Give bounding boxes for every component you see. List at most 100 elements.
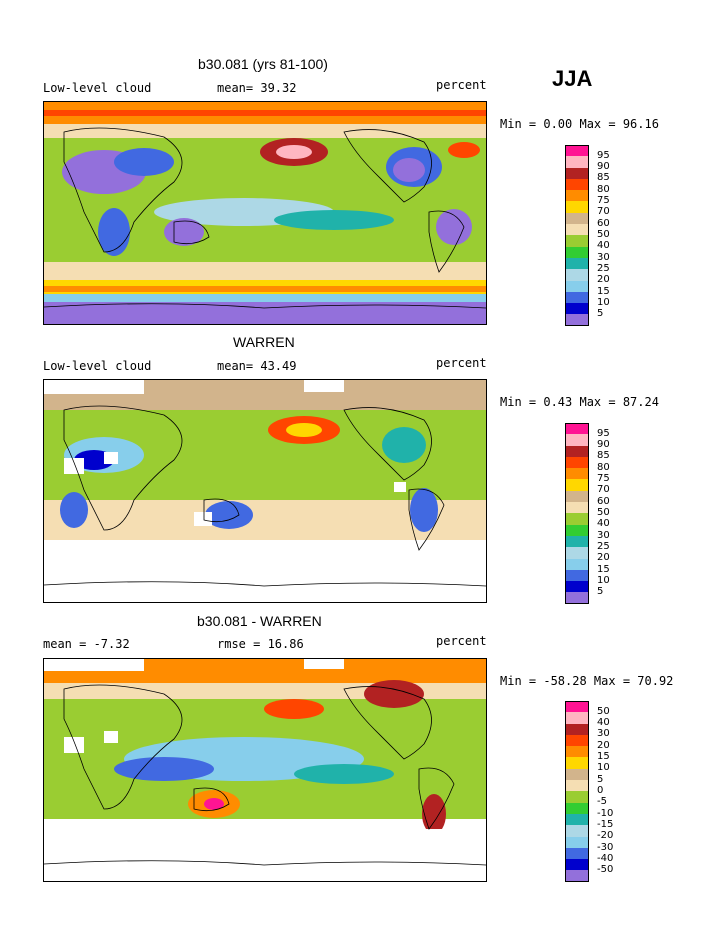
panel1-left-label: Low-level cloud (43, 81, 152, 95)
panel3-tropical-teal (294, 764, 394, 784)
panel3-tick: 30 (597, 728, 610, 739)
panel3-tropical-royal (114, 757, 214, 781)
panel1-map (43, 101, 487, 325)
panel3-swatch (565, 813, 589, 826)
panel1-swatch (565, 314, 589, 326)
panel2-missing-desert (64, 458, 84, 474)
panel2-tick: 50 (597, 507, 610, 518)
panel2-coast-samerica (408, 488, 445, 551)
panel2-swatch (565, 468, 589, 480)
panel1-tick: 15 (597, 286, 610, 297)
panel1-south-orange (44, 286, 486, 292)
panel2-swatch (565, 423, 589, 435)
panel2-minmax: Min = 0.43 Max = 87.24 (500, 395, 659, 409)
season-label: JJA (552, 66, 593, 91)
panel2-swatch (565, 569, 589, 582)
panel2-swatch (565, 524, 589, 536)
panel3-swatch (565, 825, 589, 837)
panel2-tick: 40 (597, 518, 610, 529)
panel1-tick: 5 (597, 308, 604, 319)
panel2-africa-blue (60, 492, 88, 528)
panel2-swatch (565, 547, 589, 559)
panel3-swatch (565, 859, 589, 871)
panel2-swatch (565, 513, 589, 525)
panel1-swatch (565, 246, 589, 258)
panel1-tick: 95 (597, 150, 610, 161)
panel2-missing-desert2 (104, 452, 118, 464)
panel1-swatch (565, 156, 589, 168)
panel2-title: WARREN (233, 334, 295, 350)
panel2-swatch (565, 558, 589, 570)
panel1-swatch (565, 269, 589, 281)
panel3-tick: 15 (597, 751, 610, 762)
panel1-coast-antarctica (43, 303, 487, 309)
panel3-tick: -5 (597, 796, 607, 807)
panel3-coast-samerica (418, 767, 455, 830)
panel3-tick: -15 (597, 819, 614, 830)
panel1-units: percent (436, 78, 487, 92)
panel2-coast-namerica (343, 407, 432, 481)
panel3-rmse: rmse = 16.86 (217, 637, 304, 651)
panel2-tick: 95 (597, 428, 610, 439)
panel2-tick: 20 (597, 552, 610, 563)
panel3-minmax: Min = -58.28 Max = 70.92 (500, 674, 674, 688)
panel1-npacific-pink (276, 145, 312, 159)
panel1-swatch (565, 280, 589, 292)
panel1-tick: 20 (597, 274, 610, 285)
panel3-colorbar (565, 701, 589, 882)
panel2-tick: 5 (597, 586, 604, 597)
panel1-tick: 90 (597, 161, 610, 172)
panel1-tick: 30 (597, 252, 610, 263)
panel3-missing-desert2 (104, 731, 118, 743)
panel3-coast-afro-eurasia (63, 684, 183, 810)
panel3-namerica-red (364, 680, 424, 708)
panel2-missing-south (44, 540, 486, 602)
panel3-swatch (565, 791, 589, 803)
panel2-swatch (565, 502, 589, 514)
panel1-tick: 50 (597, 229, 610, 240)
panel2-swatch (565, 434, 589, 446)
panel2-tick: 60 (597, 496, 610, 507)
panel1-colorbar (565, 145, 589, 326)
panel2-missing-nw (44, 380, 144, 394)
panel2-swatch (565, 592, 589, 604)
panel2-samerica-blue (410, 488, 438, 532)
panel3-tick: 50 (597, 706, 610, 717)
panel1-swatch (565, 291, 589, 304)
panel3-swatch (565, 768, 589, 781)
panel3-australia-pink (204, 798, 224, 810)
panel3-swatch (565, 746, 589, 758)
panel1-swatch (565, 257, 589, 270)
panel1-coast-samerica (428, 210, 465, 273)
panel1-swatch (565, 212, 589, 225)
panel3-swatch (565, 870, 589, 882)
panel2-tick: 30 (597, 530, 610, 541)
panel2-map (43, 379, 487, 603)
panel2-missing-aus (194, 512, 212, 526)
panel1-tick: 40 (597, 240, 610, 251)
panel3-samerica-red (422, 794, 446, 834)
panel2-coast-afro-eurasia (63, 405, 183, 531)
panel3-missing-south (44, 829, 486, 881)
panel1-swatch (565, 303, 589, 315)
panel3-swatch (565, 723, 589, 735)
panel1-swatch (565, 201, 589, 213)
panel2-tick: 90 (597, 439, 610, 450)
panel2-swatch (565, 581, 589, 593)
panel1-coast-namerica (343, 129, 432, 203)
panel3-tick: -20 (597, 830, 614, 841)
panel3-tick: 5 (597, 774, 604, 785)
panel3-tick: 0 (597, 785, 604, 796)
panel1-swatch (565, 235, 589, 247)
panel2-colorbar (565, 423, 589, 604)
panel2-coast-antarctica (43, 581, 487, 587)
panel3-coast-australia (193, 787, 230, 812)
panel3-mean: mean = -7.32 (43, 637, 130, 651)
panel2-tick: 15 (597, 564, 610, 575)
panel3-npacific-orange (264, 699, 324, 719)
panel1-north-wheat (44, 124, 486, 138)
panel2-swatch (565, 445, 589, 457)
panel2-units: percent (436, 356, 487, 370)
panel1-coast-australia (173, 220, 210, 245)
panel3-missing-south2 (244, 819, 384, 829)
